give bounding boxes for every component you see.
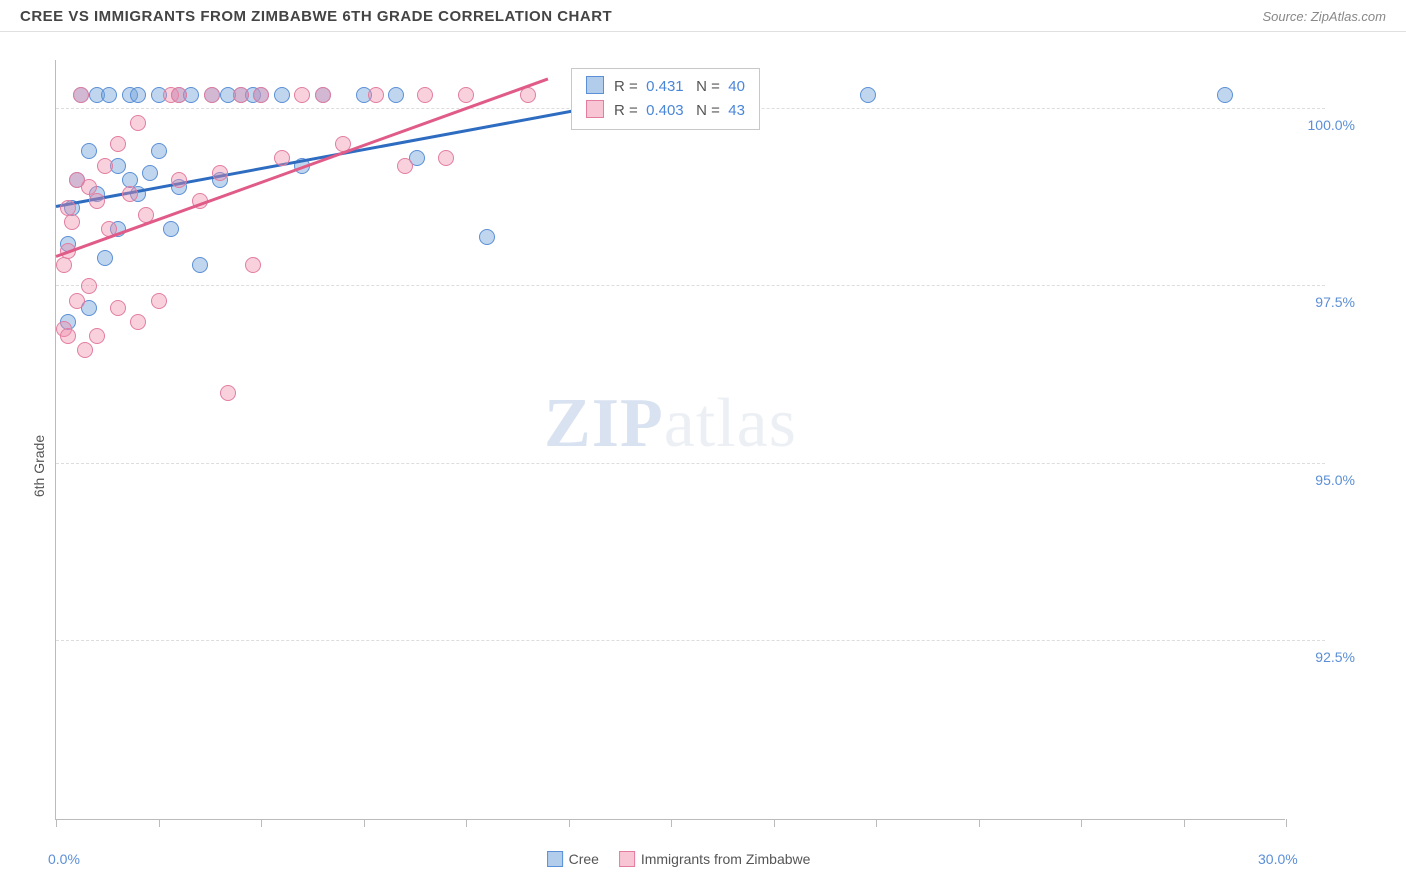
data-point bbox=[171, 87, 187, 103]
trend-line bbox=[55, 77, 548, 257]
data-point bbox=[122, 186, 138, 202]
data-point bbox=[368, 87, 384, 103]
x-tick bbox=[56, 819, 57, 827]
data-point bbox=[860, 87, 876, 103]
stats-r-value: 0.403 bbox=[646, 102, 684, 119]
chart-area: 6th Grade ZIPatlas Cree Immigrants from … bbox=[0, 40, 1406, 892]
data-point bbox=[97, 250, 113, 266]
data-point bbox=[89, 328, 105, 344]
legend-label-cree: Cree bbox=[569, 851, 599, 867]
gridline-h bbox=[56, 285, 1325, 286]
x-tick bbox=[1081, 819, 1082, 827]
gridline-h bbox=[56, 640, 1325, 641]
data-point bbox=[397, 158, 413, 174]
stats-r-value: 0.431 bbox=[646, 78, 684, 95]
data-point bbox=[274, 150, 290, 166]
x-tick bbox=[569, 819, 570, 827]
data-point bbox=[110, 300, 126, 316]
y-axis-title: 6th Grade bbox=[31, 435, 47, 497]
data-point bbox=[212, 165, 228, 181]
source-attribution: Source: ZipAtlas.com bbox=[1262, 9, 1386, 24]
data-point bbox=[60, 328, 76, 344]
data-point bbox=[130, 115, 146, 131]
data-point bbox=[163, 221, 179, 237]
data-point bbox=[130, 314, 146, 330]
chart-title: CREE VS IMMIGRANTS FROM ZIMBABWE 6TH GRA… bbox=[20, 8, 612, 25]
x-tick bbox=[979, 819, 980, 827]
x-tick bbox=[774, 819, 775, 827]
plot-area: ZIPatlas Cree Immigrants from Zimbabwe 9… bbox=[55, 60, 1285, 820]
data-point bbox=[438, 150, 454, 166]
legend-label-zimbabwe: Immigrants from Zimbabwe bbox=[641, 851, 811, 867]
data-point bbox=[110, 136, 126, 152]
x-tick bbox=[159, 819, 160, 827]
data-point bbox=[204, 87, 220, 103]
data-point bbox=[171, 172, 187, 188]
data-point bbox=[274, 87, 290, 103]
data-point bbox=[69, 293, 85, 309]
data-point bbox=[81, 143, 97, 159]
chart-header: CREE VS IMMIGRANTS FROM ZIMBABWE 6TH GRA… bbox=[0, 0, 1406, 32]
data-point bbox=[388, 87, 404, 103]
stats-row: R = 0.431 N = 40 bbox=[586, 75, 745, 99]
watermark: ZIPatlas bbox=[544, 384, 797, 464]
data-point bbox=[64, 214, 80, 230]
data-point bbox=[77, 342, 93, 358]
stats-swatch bbox=[586, 100, 604, 118]
x-tick bbox=[1286, 819, 1287, 827]
stats-swatch bbox=[586, 76, 604, 94]
x-tick-label: 0.0% bbox=[48, 851, 80, 867]
legend: Cree Immigrants from Zimbabwe bbox=[531, 851, 811, 867]
x-tick bbox=[261, 819, 262, 827]
x-tick bbox=[466, 819, 467, 827]
stats-n-value: 43 bbox=[728, 102, 745, 119]
data-point bbox=[73, 87, 89, 103]
correlation-stats-box: R = 0.431 N = 40R = 0.403 N = 43 bbox=[571, 68, 760, 130]
legend-swatch-cree bbox=[547, 851, 563, 867]
x-tick bbox=[1184, 819, 1185, 827]
legend-swatch-zimbabwe bbox=[619, 851, 635, 867]
x-tick bbox=[364, 819, 365, 827]
x-tick-label: 30.0% bbox=[1258, 851, 1298, 867]
data-point bbox=[142, 165, 158, 181]
data-point bbox=[253, 87, 269, 103]
data-point bbox=[1217, 87, 1233, 103]
data-point bbox=[458, 87, 474, 103]
data-point bbox=[192, 257, 208, 273]
data-point bbox=[479, 229, 495, 245]
data-point bbox=[151, 143, 167, 159]
x-tick bbox=[671, 819, 672, 827]
x-tick bbox=[876, 819, 877, 827]
data-point bbox=[315, 87, 331, 103]
data-point bbox=[294, 87, 310, 103]
data-point bbox=[151, 293, 167, 309]
stats-row: R = 0.403 N = 43 bbox=[586, 99, 745, 123]
y-tick-label: 95.0% bbox=[1315, 472, 1355, 488]
data-point bbox=[417, 87, 433, 103]
data-point bbox=[81, 278, 97, 294]
y-tick-label: 100.0% bbox=[1308, 117, 1355, 133]
data-point bbox=[233, 87, 249, 103]
y-tick-label: 97.5% bbox=[1315, 294, 1355, 310]
data-point bbox=[97, 158, 113, 174]
data-point bbox=[130, 87, 146, 103]
data-point bbox=[56, 257, 72, 273]
gridline-h bbox=[56, 463, 1325, 464]
y-tick-label: 92.5% bbox=[1315, 649, 1355, 665]
data-point bbox=[245, 257, 261, 273]
data-point bbox=[101, 87, 117, 103]
data-point bbox=[220, 385, 236, 401]
data-point bbox=[89, 193, 105, 209]
stats-n-value: 40 bbox=[728, 78, 745, 95]
